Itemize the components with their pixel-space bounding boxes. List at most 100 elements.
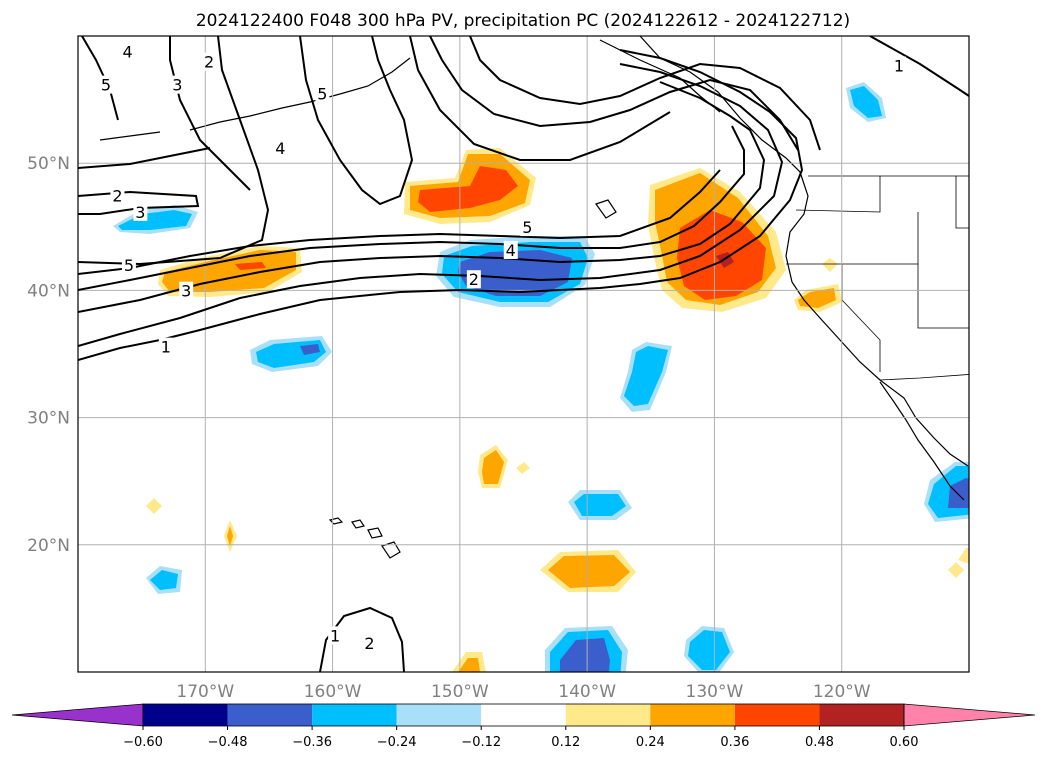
precip-positive-west-inner xyxy=(162,250,296,292)
colorbar-tick-label: −0.12 xyxy=(461,735,501,750)
colorbar-tick-label: 0.36 xyxy=(720,735,749,750)
pv-contour xyxy=(78,125,745,291)
precip-positive-dot-a xyxy=(146,498,162,514)
colorbar-tick-label: 0.12 xyxy=(551,735,580,750)
pv-label-bg xyxy=(158,337,173,356)
pv-contour-label: 5 xyxy=(522,218,532,237)
pv-label-bg xyxy=(328,626,343,645)
lon-tick-label: 130°W xyxy=(686,682,744,702)
pv-label-bg xyxy=(110,186,125,205)
pv-label-bg xyxy=(466,270,481,289)
pv-contour xyxy=(169,36,251,191)
pv-contours xyxy=(78,36,969,672)
lat-tick-label: 30°N xyxy=(27,409,70,429)
pv-contour xyxy=(429,36,799,151)
precip-positive-dot-d xyxy=(948,562,964,578)
pv-contour xyxy=(319,606,405,672)
colorbar-bin xyxy=(819,704,904,726)
border-idaho xyxy=(917,264,969,329)
precip-positive-dot-f xyxy=(822,258,838,272)
gridlines xyxy=(78,36,969,672)
colorbar-tick-label: −0.60 xyxy=(123,735,163,750)
pv-label-bg xyxy=(121,256,136,275)
precip-positive-bottom-center-inner xyxy=(458,658,480,672)
pv-contour-label: 5 xyxy=(317,85,327,104)
colorbar-extend-min xyxy=(11,703,144,727)
pv-contour-label: 4 xyxy=(123,43,133,62)
colorbar-bin xyxy=(143,704,228,726)
pv-contour-label: 4 xyxy=(275,139,285,158)
pv-label-bg xyxy=(120,42,135,61)
pv-contour xyxy=(78,147,211,169)
lat-tick-label: 50°N xyxy=(27,154,70,174)
colorbar-tick-label: 0.60 xyxy=(890,735,919,750)
pv-label-bg xyxy=(170,75,185,94)
lon-tick-label: 160°W xyxy=(304,682,362,702)
colorbar-bin xyxy=(565,704,651,726)
pv-label-bg xyxy=(891,56,906,75)
island-47n xyxy=(595,199,617,219)
colorbar-tick-label: −0.24 xyxy=(377,735,417,750)
precip-negative-dot-c-inner xyxy=(150,570,178,590)
pv-contour-label: 1 xyxy=(161,338,171,357)
pv-label-bg xyxy=(520,218,535,237)
lon-tick-label: 140°W xyxy=(558,682,616,702)
pv-contour-label: 2 xyxy=(364,634,374,653)
precip-negative-57n-inner xyxy=(850,86,882,118)
lon-tick-label: 120°W xyxy=(813,682,871,702)
coastline-north-america xyxy=(639,36,969,467)
colorbar-bin xyxy=(396,704,482,726)
lat-tick-label: 20°N xyxy=(27,536,70,556)
axis-tick-labels: 170°W 160°W 150°W 140°W 130°W 120°W 20°N 30°N 40… xyxy=(27,154,871,702)
state-borders xyxy=(786,175,969,381)
chart-title: 2024122400 F048 300 hPa PV, precipitatio… xyxy=(196,11,850,31)
pv-label-bg xyxy=(362,634,377,653)
precip-positive-26n-dot xyxy=(516,462,530,474)
colorbar-bin xyxy=(734,704,820,726)
coastline-aleutians xyxy=(99,131,161,141)
pv-contour xyxy=(78,36,270,266)
pv-contour xyxy=(78,49,804,361)
lon-tick-label: 150°W xyxy=(431,682,489,702)
precip-negative-12n-east-inner xyxy=(688,630,730,670)
pv-contour-label: 5 xyxy=(124,256,134,275)
border-mexico xyxy=(879,374,969,381)
colorbar: −0.60 −0.48 −0.36 −0.24 −0.12 0.12 0.24 0.36 0.4… xyxy=(11,703,1036,750)
pv-contour xyxy=(78,190,200,215)
pv-label-bg xyxy=(315,84,330,103)
colorbar-bin xyxy=(650,704,735,726)
pv-contour xyxy=(469,36,821,151)
pv-contour-label: 3 xyxy=(172,76,182,95)
pv-contour-label: 4 xyxy=(506,241,516,260)
pv-contour xyxy=(78,81,766,313)
pv-contour-label: 2 xyxy=(112,186,122,205)
pv-contour-label: 1 xyxy=(330,626,340,645)
colorbar-tick-label: −0.36 xyxy=(292,735,332,750)
pv-contour-label: 2 xyxy=(204,53,214,72)
coastline-baja xyxy=(879,381,965,501)
precip-positive-dot-b-inner xyxy=(227,526,233,546)
pv-label-bg xyxy=(179,281,194,300)
colorbar-bin xyxy=(481,704,566,726)
pv-contour xyxy=(78,63,784,347)
precip-positive-18n-inner xyxy=(548,555,630,588)
colorbar-tick-label: 0.48 xyxy=(805,735,834,750)
pv-contour xyxy=(78,169,721,275)
pv-contour-label: 2 xyxy=(469,270,479,289)
precip-negative-32n-inner xyxy=(624,346,668,406)
pv-contour xyxy=(409,36,671,161)
pv-contour xyxy=(869,36,969,98)
precip-positive-39n-coast-inner xyxy=(798,288,836,308)
colorbar-bin xyxy=(227,704,313,726)
pv-contour xyxy=(299,36,414,206)
hawaii-island-4 xyxy=(381,541,401,559)
lat-tick-label: 40°N xyxy=(27,281,70,301)
hawaii-island-2 xyxy=(351,519,365,529)
colorbar-tick-label: −0.48 xyxy=(208,735,248,750)
map-background xyxy=(78,36,969,672)
precip-negative-35n-core xyxy=(300,344,320,355)
colorbar-extend-max xyxy=(903,703,1036,727)
precip-positive-central-north-core xyxy=(418,166,518,212)
